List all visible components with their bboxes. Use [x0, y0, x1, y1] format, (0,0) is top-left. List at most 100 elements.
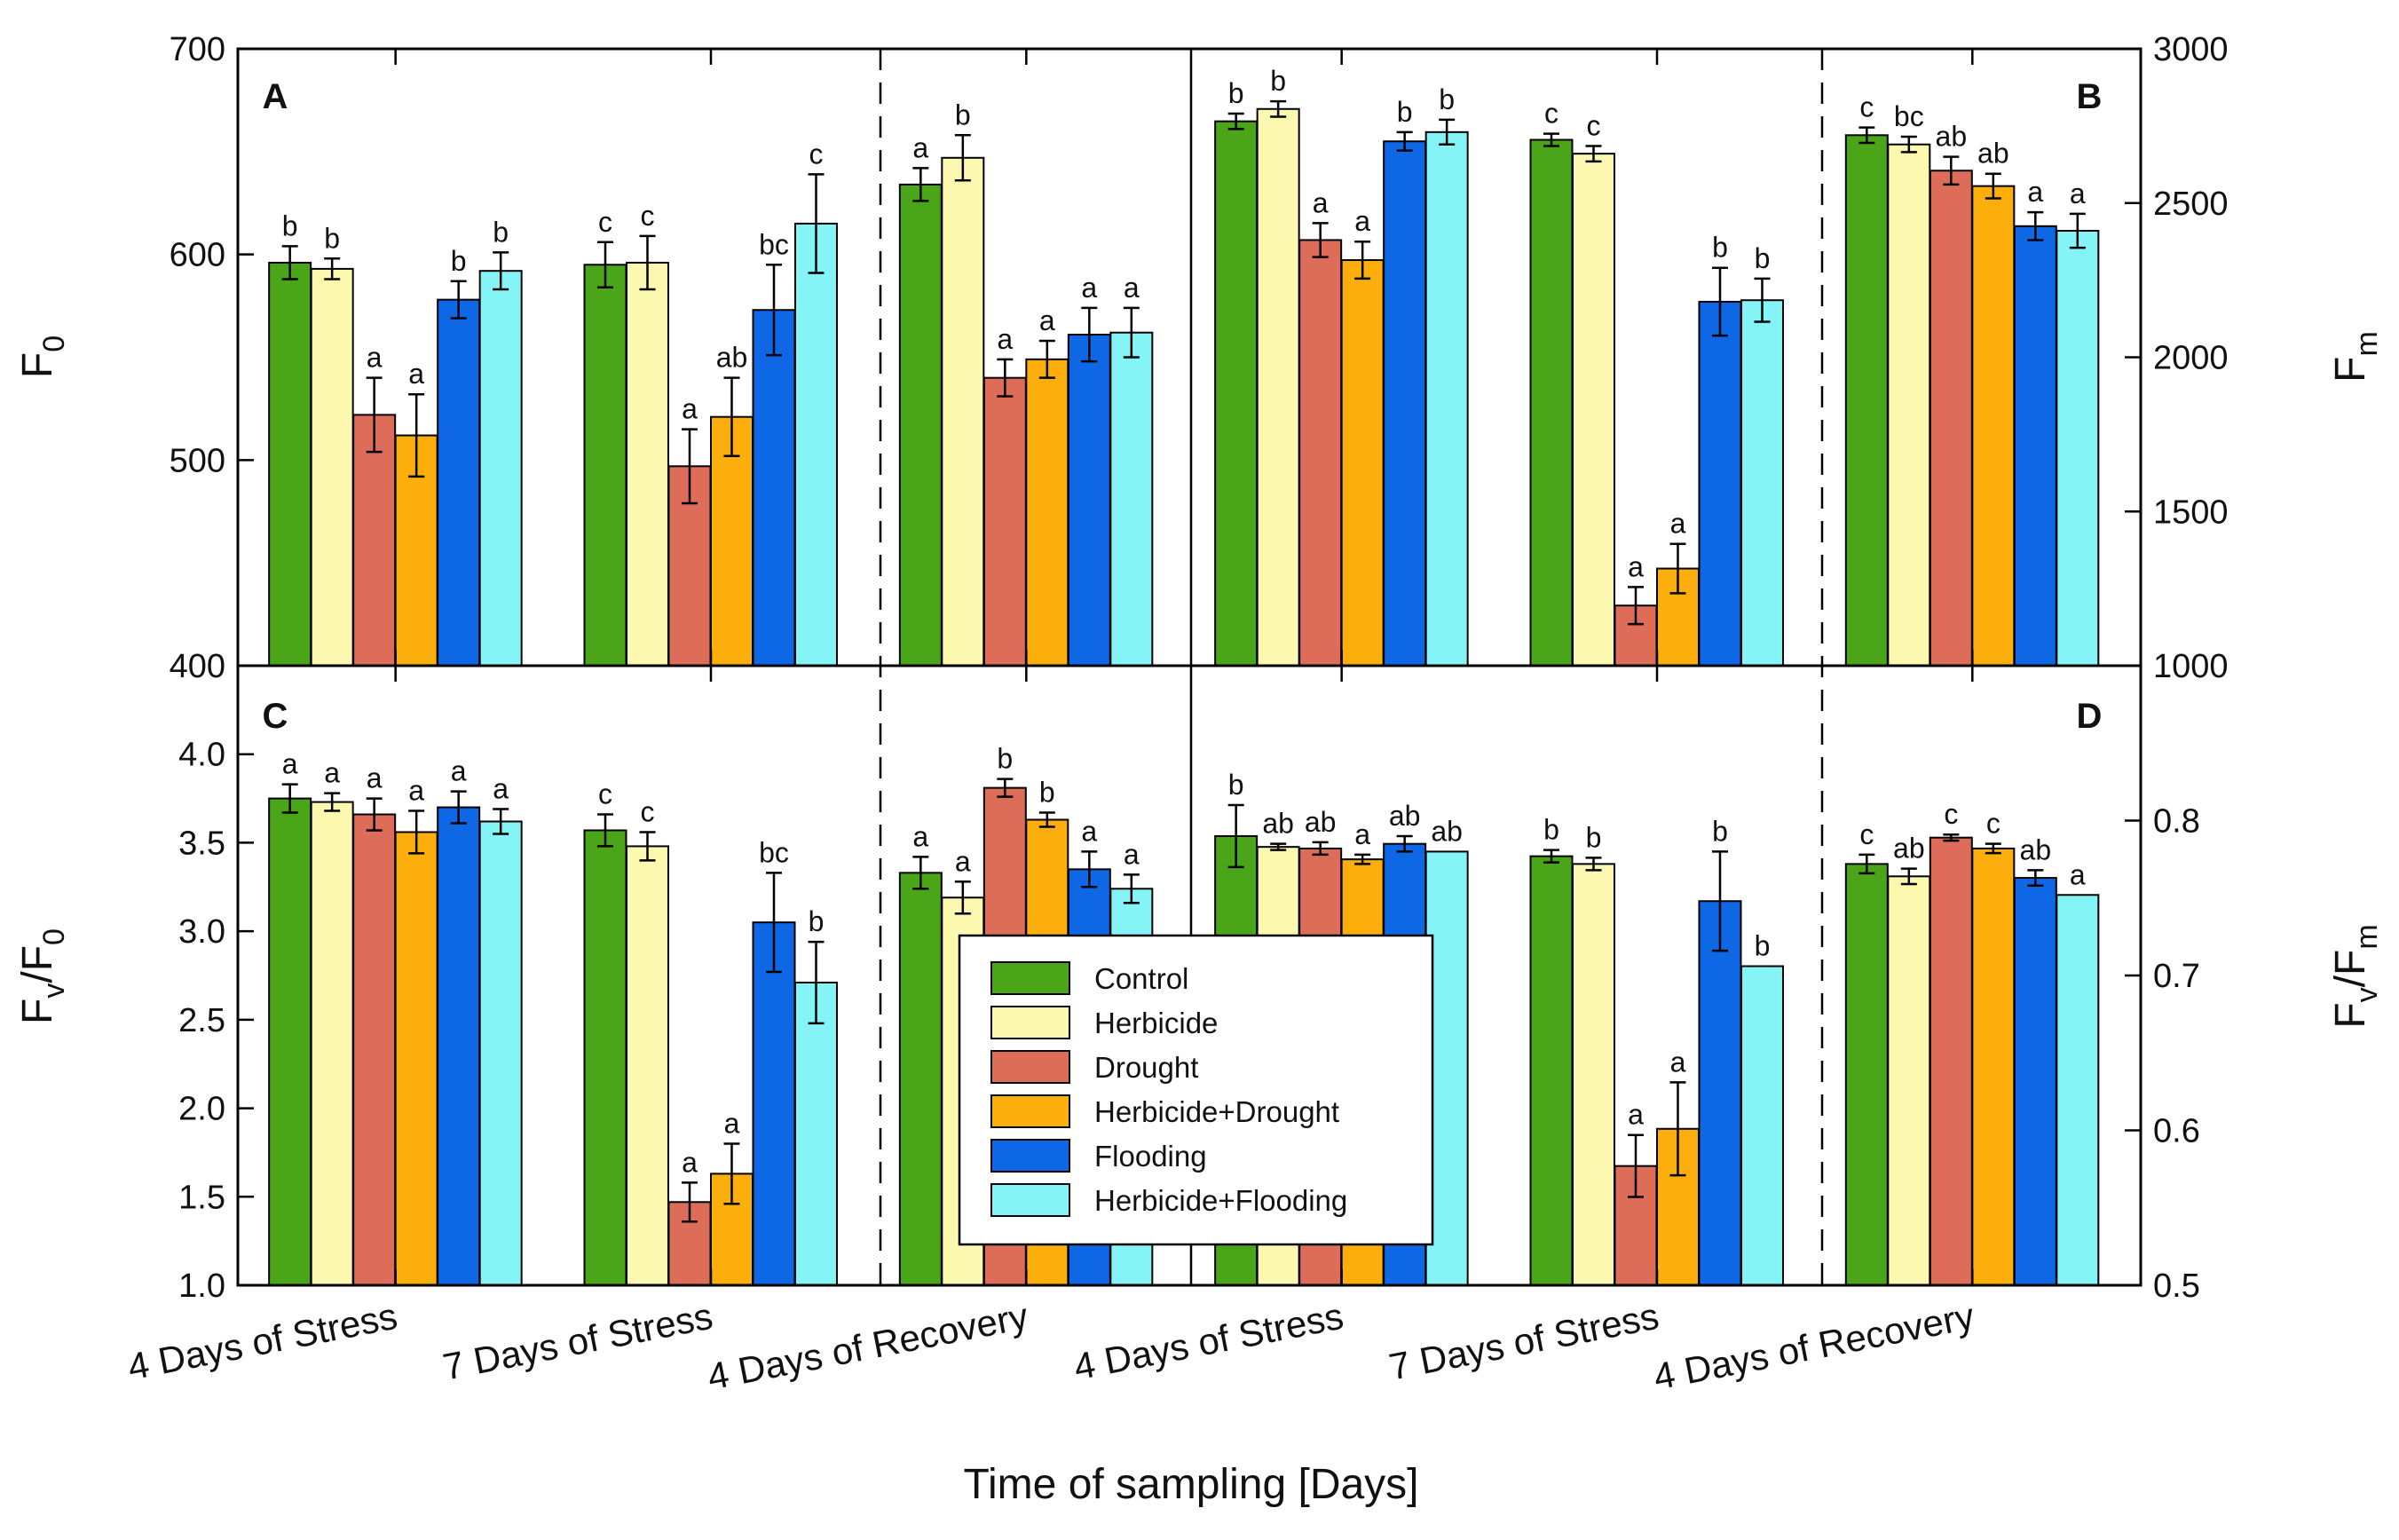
x-category-label: 7 Days of Stress — [439, 1295, 715, 1388]
significance-label: a — [724, 1107, 740, 1139]
bar — [1571, 863, 1615, 1286]
bar — [1887, 143, 1931, 667]
significance-label: ab — [1977, 138, 2009, 170]
legend-label: Control — [1094, 962, 1188, 995]
y-axis-title-left-bottom: Fv/F0 — [14, 928, 71, 1024]
y-tick-label: 2000 — [2153, 340, 2229, 377]
bar — [268, 797, 312, 1286]
significance-label: a — [1354, 818, 1370, 850]
significance-label: ab — [1936, 121, 1968, 153]
significance-label: a — [1039, 304, 1055, 336]
significance-label: a — [912, 131, 928, 163]
significance-label: c — [640, 200, 654, 232]
legend-label: Herbicide — [1094, 1007, 1218, 1039]
bar — [1109, 331, 1154, 667]
significance-label: ab — [1893, 833, 1925, 865]
panel-label: B — [2077, 77, 2103, 116]
bar — [583, 829, 627, 1286]
bar — [982, 376, 1027, 667]
significance-label: b — [955, 99, 971, 130]
bar — [1298, 239, 1343, 667]
y-axis-title-right-bottom: Fv/Fm — [2327, 924, 2384, 1028]
bar — [1971, 847, 2016, 1286]
bar — [1214, 120, 1259, 667]
significance-label: a — [1670, 1046, 1686, 1078]
significance-label: ab — [1262, 808, 1294, 840]
significance-label: ab — [2020, 833, 2052, 865]
bar — [667, 1201, 712, 1286]
y-tick-label: 1000 — [2153, 648, 2229, 685]
significance-label: a — [955, 845, 971, 877]
significance-label: a — [451, 755, 467, 787]
x-category-label: 4 Days of Stress — [124, 1295, 400, 1388]
legend-swatch — [990, 1006, 1070, 1039]
bar — [1529, 138, 1574, 667]
y-tick-label: 400 — [170, 648, 225, 685]
significance-label: a — [682, 1146, 698, 1178]
significance-label: a — [2070, 858, 2086, 890]
bar — [1256, 107, 1300, 667]
significance-label: a — [367, 342, 383, 374]
bar — [752, 921, 796, 1286]
legend-label: Drought — [1094, 1051, 1198, 1084]
y-tick-label: 2.0 — [178, 1091, 225, 1128]
significance-label: b — [1397, 96, 1413, 128]
significance-label: c — [1944, 798, 1958, 830]
legend-swatch — [990, 1050, 1070, 1084]
y-tick-label: 1500 — [2153, 494, 2229, 531]
significance-label: a — [1628, 1099, 1644, 1131]
bar — [752, 309, 796, 667]
significance-label: ab — [1389, 800, 1421, 832]
significance-label: a — [1313, 186, 1329, 218]
bar — [1929, 170, 1973, 667]
panel-label: A — [263, 77, 288, 116]
significance-label: b — [1755, 242, 1771, 274]
bar — [310, 267, 354, 667]
x-category-label: 7 Days of Stress — [1385, 1295, 1661, 1388]
significance-label: b — [997, 743, 1013, 775]
bar — [394, 831, 438, 1286]
bar — [898, 872, 943, 1286]
significance-label: c — [598, 206, 612, 238]
legend-swatch — [990, 1183, 1070, 1217]
y-tick-label: 2500 — [2153, 186, 2229, 223]
y-tick-label: 600 — [170, 237, 225, 274]
bar — [1740, 965, 1784, 1287]
legend-swatch — [990, 961, 1070, 995]
significance-label: b — [1755, 930, 1771, 962]
bar — [1844, 134, 1889, 667]
significance-label: b — [493, 216, 509, 248]
significance-label: b — [1543, 814, 1559, 846]
y-tick-label: 1.5 — [178, 1179, 225, 1216]
significance-label: ab — [1305, 806, 1337, 838]
bar — [1698, 300, 1742, 667]
y-axis-title-left-top: F0 — [14, 336, 71, 378]
significance-label: c — [1586, 109, 1600, 141]
significance-label: a — [282, 748, 298, 780]
significance-label: bc — [759, 836, 789, 868]
bar — [1698, 900, 1742, 1286]
legend-label: Herbicide+Drought — [1094, 1095, 1339, 1128]
x-category-label: 4 Days of Stress — [1070, 1295, 1346, 1388]
bar — [352, 813, 397, 1286]
bar — [1383, 140, 1427, 667]
y-axis-title-sub: m — [2350, 331, 2384, 356]
significance-label: a — [1354, 205, 1370, 237]
significance-label: b — [1712, 232, 1728, 264]
significance-label: a — [2027, 176, 2043, 208]
bar — [583, 264, 627, 667]
bar — [2013, 225, 2057, 667]
bar — [625, 261, 669, 667]
significance-label: b — [809, 905, 825, 937]
y-tick-label: 0.7 — [2153, 958, 2200, 995]
significance-label: bc — [1894, 100, 1924, 132]
bar — [1067, 334, 1111, 667]
x-category-label: 4 Days of Recovery — [1650, 1295, 1977, 1398]
significance-label: ab — [716, 342, 748, 374]
bar — [1529, 855, 1574, 1286]
y-tick-label: 3.0 — [178, 913, 225, 951]
significance-label: b — [282, 209, 298, 241]
bar — [941, 156, 985, 667]
significance-label: a — [408, 775, 424, 807]
